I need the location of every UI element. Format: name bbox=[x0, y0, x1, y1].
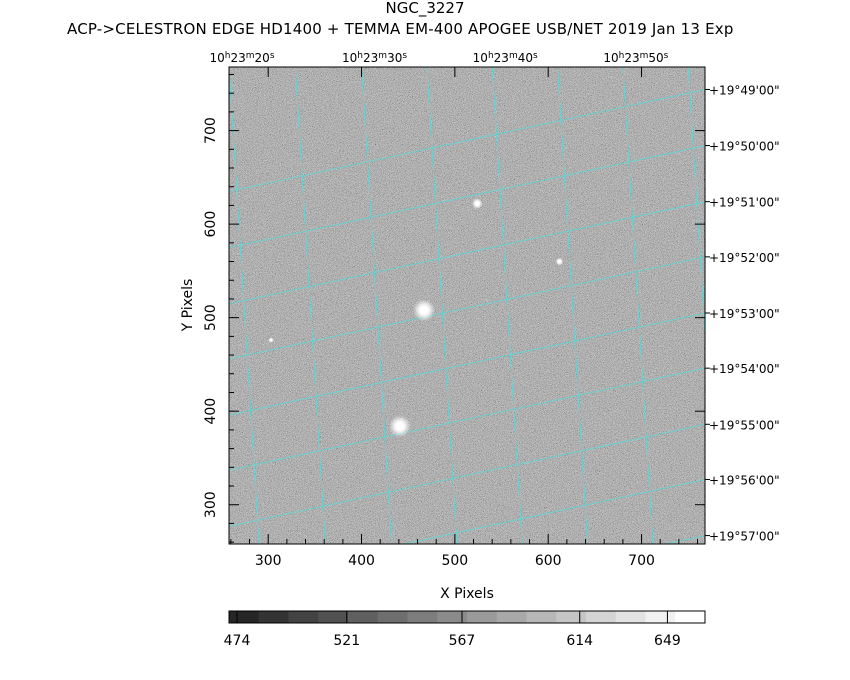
dec-label: +19°52'00" bbox=[709, 251, 780, 265]
x-axis-label: X Pixels bbox=[440, 586, 494, 602]
sky-image bbox=[229, 67, 705, 544]
colorbar-segment bbox=[407, 611, 438, 623]
x-axis: 300 400 500 600 700 bbox=[230, 67, 699, 569]
dec-grid-line bbox=[229, 367, 705, 471]
colorbar-segment bbox=[467, 611, 498, 623]
star-core bbox=[270, 339, 272, 342]
star-core bbox=[557, 260, 561, 263]
ra-axis-labels: 10h23m20s 10h23m30s 10h23m40s 10h23m50s bbox=[209, 51, 668, 65]
image-subtitle: ACP->CELESTRON EDGE HD1400 + TEMMA EM-40… bbox=[67, 20, 734, 38]
colorbar-segment bbox=[615, 611, 646, 623]
colorbar-label: 649 bbox=[654, 633, 681, 649]
y-tick-label: 300 bbox=[203, 491, 219, 518]
ra-grid-line bbox=[426, 67, 458, 544]
colorbar-segment bbox=[496, 611, 527, 623]
colorbar-segment bbox=[318, 611, 349, 623]
ra-label: 10h23m50s bbox=[603, 51, 668, 65]
coordinate-grid bbox=[229, 67, 705, 544]
colorbar-label: 521 bbox=[333, 633, 360, 649]
colorbar: 474 521 567 614 649 bbox=[224, 610, 706, 649]
dec-label: +19°55'00" bbox=[709, 418, 780, 432]
colorbar-segment bbox=[675, 611, 706, 623]
dec-grid-line bbox=[229, 423, 705, 527]
plot-frame bbox=[228, 66, 706, 545]
colorbar-segment bbox=[288, 611, 319, 623]
dec-axis-labels: +19°49'00" +19°50'00" +19°51'00" +19°52'00"… bbox=[705, 83, 780, 544]
star-field bbox=[268, 198, 564, 438]
y-axis: 300 400 500 600 700 bbox=[203, 73, 705, 543]
dec-grid-line bbox=[401, 478, 705, 544]
dec-grid-line bbox=[229, 312, 705, 416]
dec-label: +19°56'00" bbox=[709, 473, 780, 487]
ra-grid-line bbox=[687, 67, 705, 343]
dec-label: +19°49'00" bbox=[709, 83, 780, 97]
x-tick-label: 600 bbox=[535, 553, 562, 569]
colorbar-segment bbox=[258, 611, 289, 623]
colorbar-segment bbox=[645, 611, 676, 623]
dec-label: +19°54'00" bbox=[709, 362, 780, 376]
colorbar-label: 614 bbox=[566, 633, 593, 649]
y-tick-label: 500 bbox=[203, 304, 219, 331]
dec-grid-line bbox=[229, 201, 705, 305]
colorbar-segment bbox=[526, 611, 557, 623]
colorbar-segment bbox=[586, 611, 617, 623]
y-axis-label: Y Pixels bbox=[180, 279, 196, 333]
dec-grid-line bbox=[229, 256, 705, 360]
dec-label: +19°57'00" bbox=[709, 530, 780, 544]
colorbar-segment bbox=[377, 611, 408, 623]
dec-label: +19°51'00" bbox=[709, 196, 780, 210]
image-title: NGC_3227 bbox=[385, 0, 465, 17]
colorbar-label: 567 bbox=[449, 633, 476, 649]
ra-label: 10h23m40s bbox=[473, 51, 538, 65]
image-noise bbox=[229, 67, 705, 544]
x-tick-label: 300 bbox=[255, 553, 282, 569]
y-tick-label: 400 bbox=[203, 398, 219, 425]
colorbar-segment bbox=[437, 611, 468, 623]
colorbar-segment bbox=[229, 611, 260, 623]
ra-label: 10h23m20s bbox=[209, 51, 274, 65]
ra-label: 10h23m30s bbox=[342, 51, 407, 65]
y-tick-label: 700 bbox=[203, 117, 219, 144]
x-tick-label: 400 bbox=[348, 553, 375, 569]
colorbar-segment bbox=[348, 611, 379, 623]
ra-grid-line bbox=[361, 67, 393, 544]
colorbar-segment bbox=[556, 611, 587, 623]
x-tick-label: 700 bbox=[628, 553, 655, 569]
colorbar-label: 474 bbox=[224, 633, 251, 649]
dec-grid-line bbox=[229, 145, 705, 249]
star-core bbox=[475, 201, 480, 206]
dec-grid-line bbox=[229, 88, 705, 192]
ra-grid-line bbox=[557, 67, 589, 544]
x-tick-label: 500 bbox=[441, 553, 468, 569]
ra-grid-line bbox=[294, 67, 326, 544]
dec-label: +19°53'00" bbox=[709, 307, 780, 321]
star-core bbox=[395, 422, 404, 431]
colorbar-frame bbox=[228, 610, 706, 624]
y-tick-label: 600 bbox=[203, 211, 219, 238]
dec-label: +19°50'00" bbox=[709, 140, 780, 154]
ra-grid-line bbox=[622, 67, 654, 544]
star-core bbox=[420, 306, 429, 315]
